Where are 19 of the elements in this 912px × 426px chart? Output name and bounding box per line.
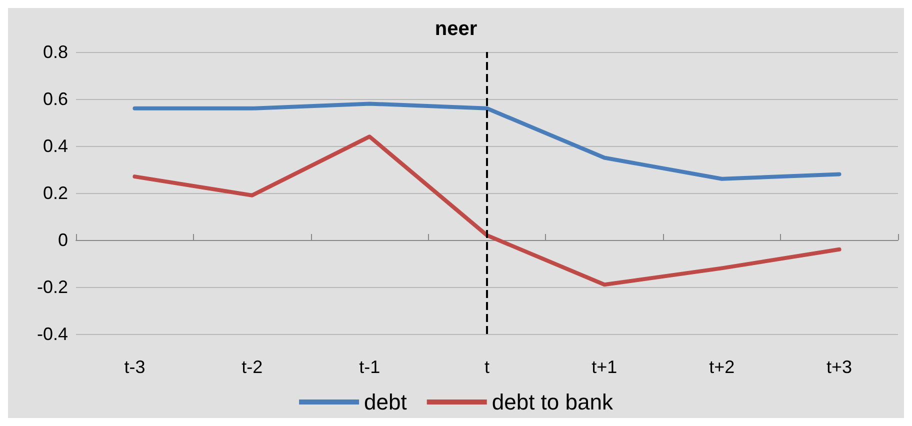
- legend-label: debt: [364, 390, 407, 414]
- line-series: [132, 102, 842, 181]
- y-tick-label: -0.2: [36, 277, 68, 297]
- y-tick-label: 0.8: [42, 42, 68, 62]
- x-tick-label: t: [484, 357, 490, 377]
- y-tick-label: 0.4: [42, 136, 68, 156]
- y-tick-label: 0.6: [42, 89, 68, 109]
- x-tick-label: t+1: [592, 357, 618, 377]
- x-tick-label: t-2: [242, 357, 263, 377]
- y-tick-label: 0: [58, 230, 68, 250]
- y-tick-label: -0.4: [36, 324, 68, 344]
- x-tick-label: t-1: [359, 357, 380, 377]
- y-tick-label: 0.2: [42, 183, 68, 203]
- legend-label: debt to bank: [492, 390, 614, 414]
- line-series: [132, 134, 842, 287]
- chart-title: neer: [434, 18, 478, 40]
- x-tick-label: t+3: [826, 357, 852, 377]
- x-tick-label: t+2: [709, 357, 735, 377]
- x-tick-label: t-3: [124, 357, 146, 377]
